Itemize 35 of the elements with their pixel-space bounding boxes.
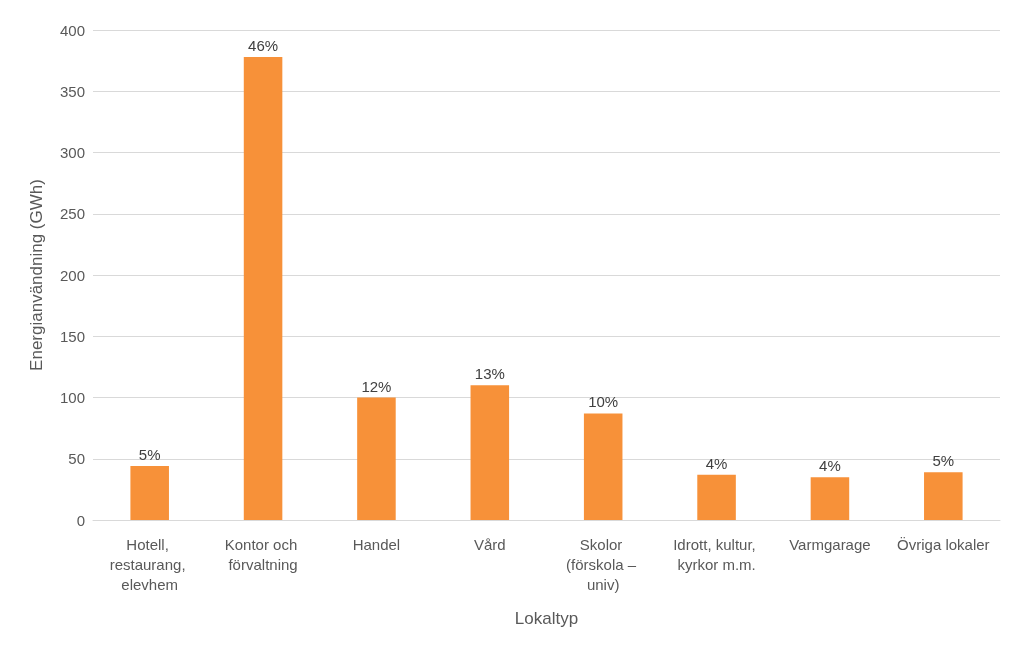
x-tick-label: Varmgarage (789, 535, 871, 553)
x-tick-label: Handel (352, 535, 401, 553)
y-axis-title: Energianvändning (GWh) (27, 179, 46, 371)
bar (810, 477, 850, 520)
annotation: 12% (361, 377, 392, 395)
x-tick-label: Skolor (förskola – univ) (566, 535, 641, 593)
bar (243, 56, 283, 520)
annotation: 13% (474, 365, 505, 383)
x-axis-title: Lokaltyp (514, 609, 579, 628)
x-tick-label: Vård (473, 535, 506, 553)
annotation: 10% (588, 393, 619, 411)
bar (924, 472, 963, 520)
annotation: 5% (138, 446, 161, 464)
x-tick-label: Kontor och förvaltning (224, 535, 302, 573)
y-tick-label: 350 (59, 82, 85, 100)
y-tick-label: 150 (59, 327, 85, 345)
annotation: 46% (248, 36, 279, 54)
y-tick-label: 200 (59, 266, 85, 284)
annotation: 5% (932, 452, 955, 470)
bar (357, 397, 396, 520)
bar (583, 413, 623, 520)
annotation: 4% (705, 454, 728, 472)
x-tick-label: Övriga lokaler (897, 535, 990, 553)
x-tick-label: Hotell, restaurang, elevhem (109, 535, 190, 593)
y-tick-label: 250 (59, 205, 85, 223)
bar (697, 474, 736, 520)
x-tick-label: Idrott, kultur, kyrkor m.m. (673, 535, 760, 573)
y-tick-label: 0 (76, 511, 85, 529)
y-tick-label: 100 (59, 389, 85, 406)
bar (130, 466, 169, 520)
bar (470, 385, 510, 520)
annotation: 4% (819, 457, 841, 475)
y-tick-label: 400 (59, 21, 85, 39)
y-tick-label: 300 (59, 144, 85, 161)
y-tick-label: 50 (68, 450, 85, 468)
